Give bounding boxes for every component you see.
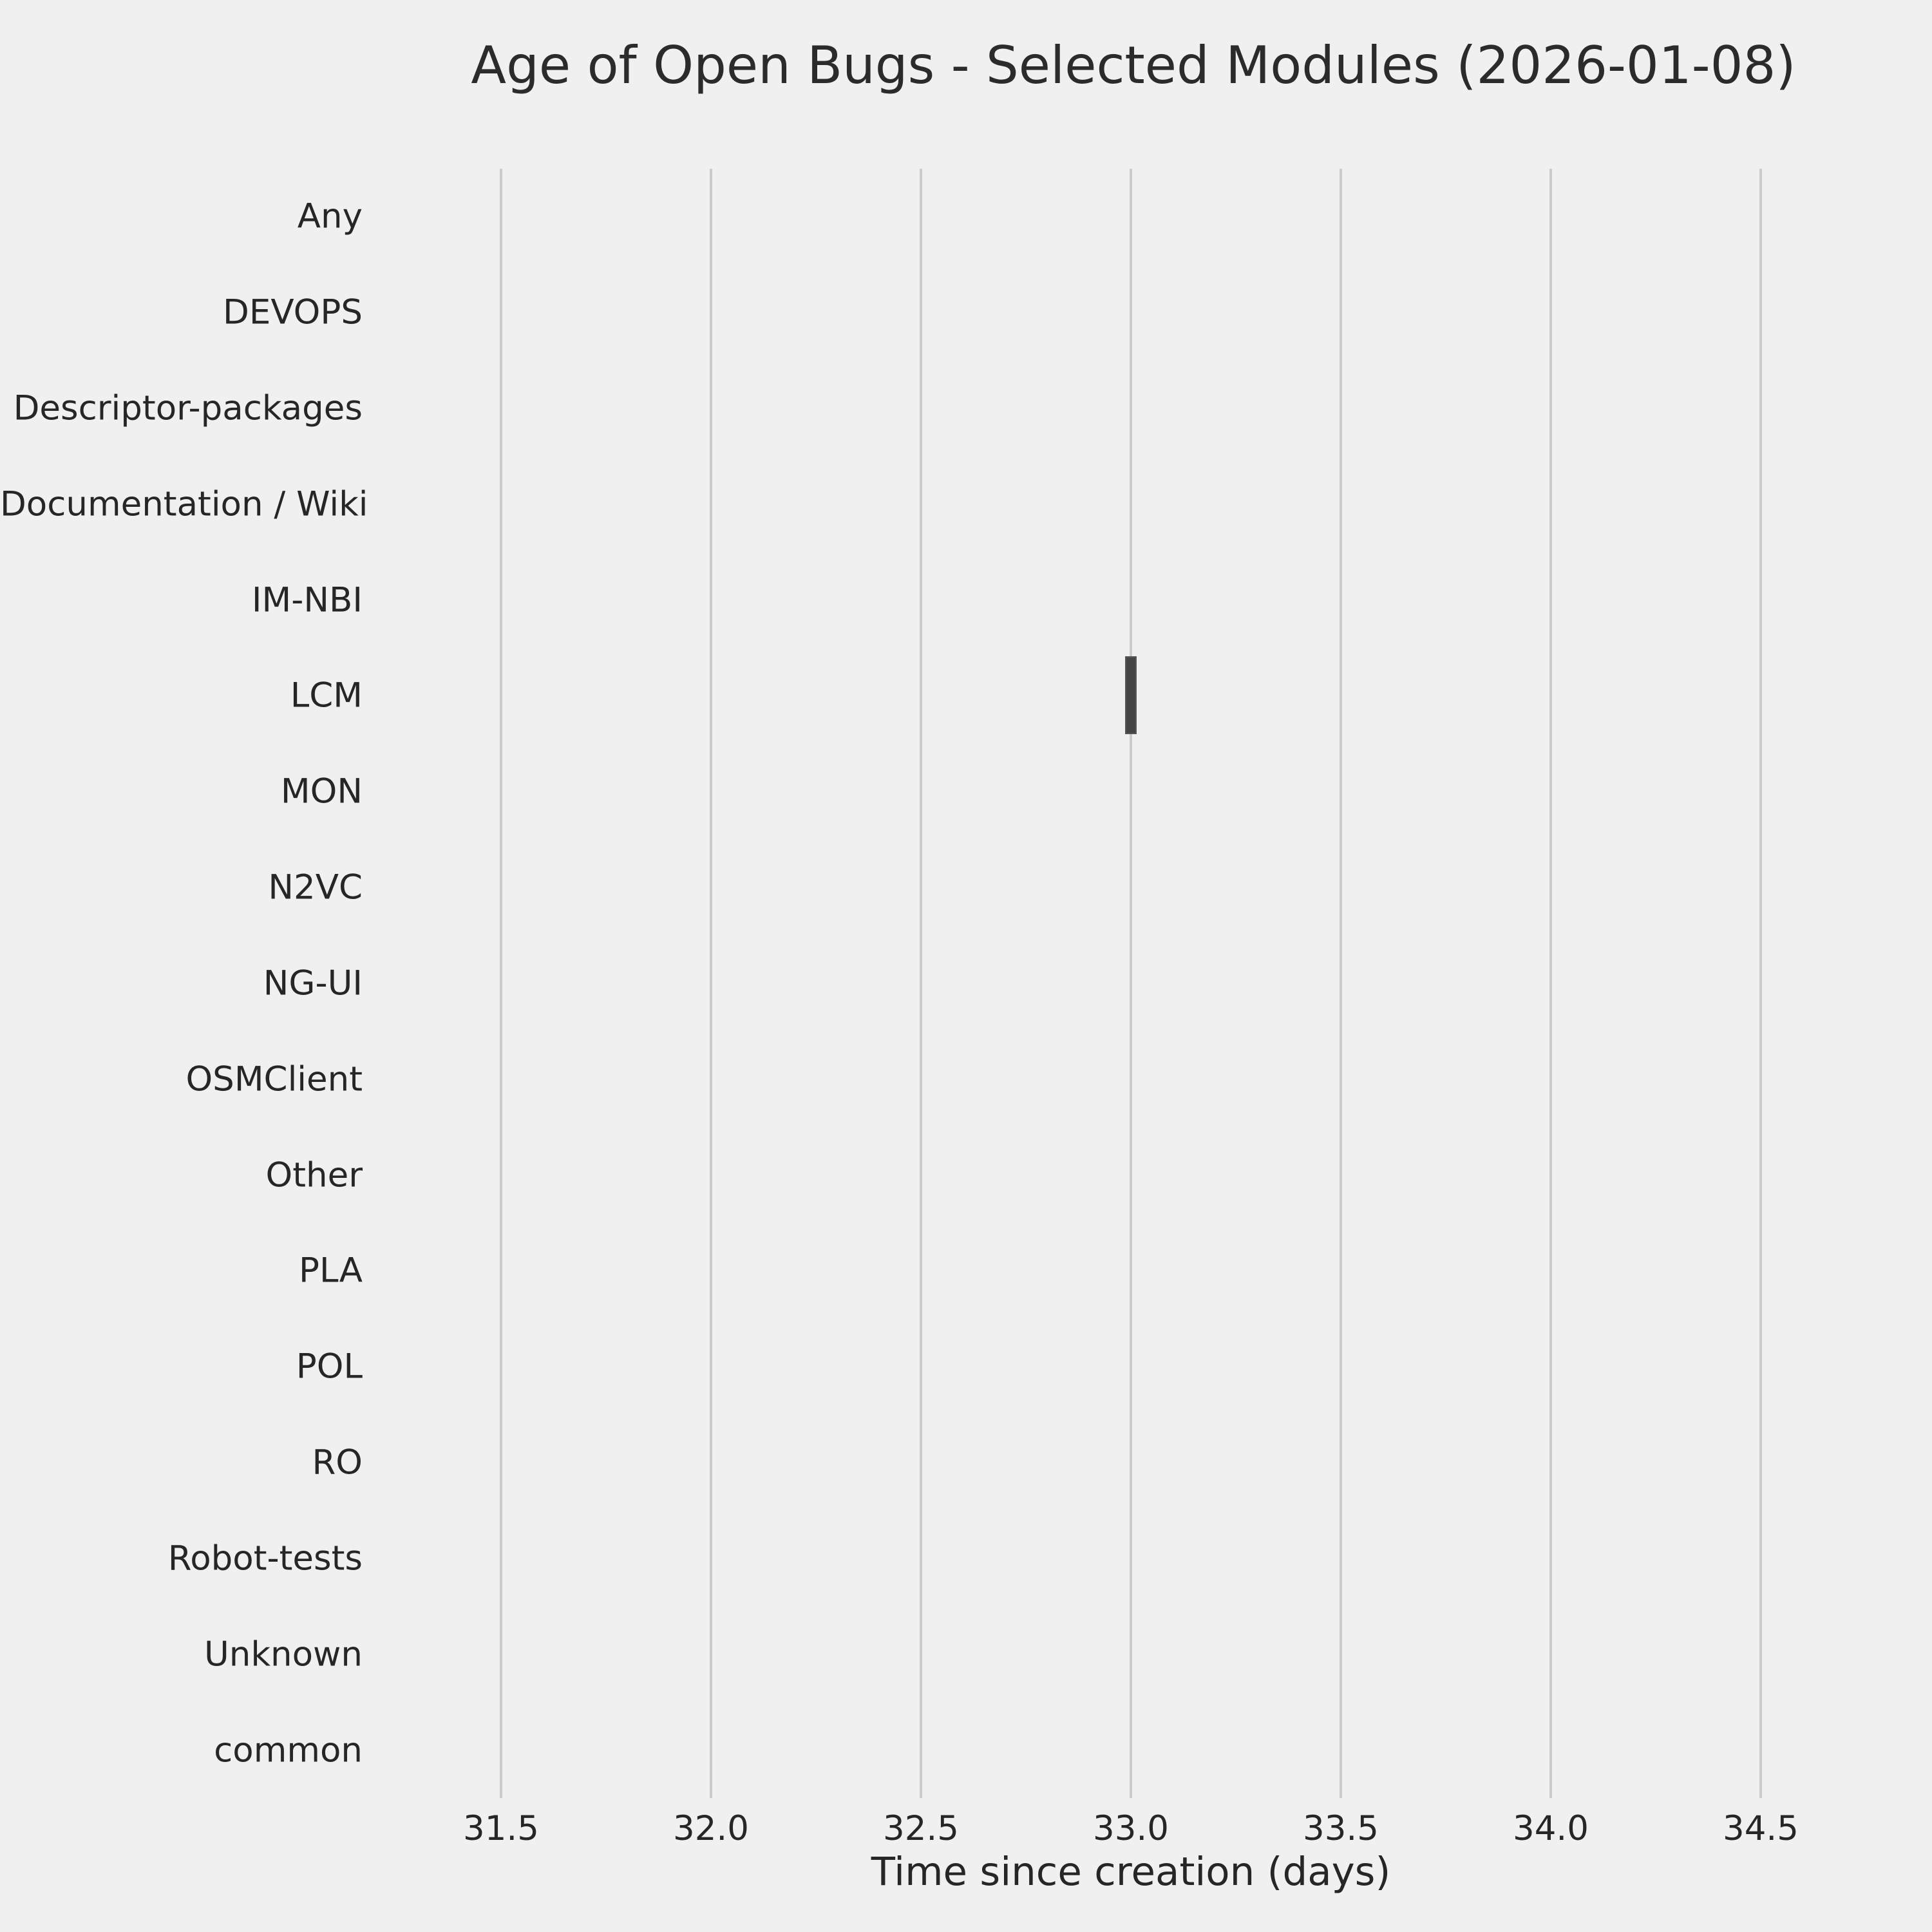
boxplot-box-lcm xyxy=(1125,656,1137,734)
gridline-33-0 xyxy=(1130,169,1132,1798)
chart-title: Age of Open Bugs - Selected Modules (202… xyxy=(471,35,1796,95)
y-tick-label-descriptor-packages: Descriptor-packages xyxy=(13,388,363,428)
y-tick-label-devops: DEVOPS xyxy=(223,292,363,332)
x-axis-label: Time since creation (days) xyxy=(871,1849,1391,1895)
gridline-32-5 xyxy=(920,169,922,1798)
gridline-34-5 xyxy=(1759,169,1762,1798)
x-tick-label-32-5: 32.5 xyxy=(882,1809,960,1848)
x-tick-label-33-0: 33.0 xyxy=(1092,1809,1170,1848)
y-tick-label-any: Any xyxy=(297,196,363,236)
y-tick-label-unknown: Unknown xyxy=(204,1634,363,1674)
y-tick-label-other: Other xyxy=(265,1155,363,1195)
y-tick-label-ro: RO xyxy=(312,1443,363,1482)
y-tick-label-documentation-wiki: Documentation / Wiki xyxy=(0,484,368,524)
x-tick-label-34-5: 34.5 xyxy=(1722,1809,1799,1848)
x-tick-label-31-5: 31.5 xyxy=(462,1809,540,1848)
y-tick-label-osmclient: OSMClient xyxy=(185,1059,363,1099)
gridline-34-0 xyxy=(1549,169,1552,1798)
gridline-31-5 xyxy=(500,169,502,1798)
x-tick-label-32-0: 32.0 xyxy=(672,1809,750,1848)
y-tick-label-robot-tests: Robot-tests xyxy=(167,1539,363,1578)
y-tick-label-im-nbi: IM-NBI xyxy=(251,580,363,620)
x-tick-label-33-5: 33.5 xyxy=(1302,1809,1379,1848)
y-tick-label-mon: MON xyxy=(280,772,363,811)
gridline-32-0 xyxy=(710,169,712,1798)
y-tick-label-pla: PLA xyxy=(299,1251,363,1291)
y-tick-label-ng-ui: NG-UI xyxy=(263,963,363,1003)
y-tick-label-pol: POL xyxy=(296,1347,363,1387)
x-tick-label-34-0: 34.0 xyxy=(1512,1809,1589,1848)
y-tick-label-common: common xyxy=(214,1730,363,1770)
y-tick-label-lcm: LCM xyxy=(290,676,363,715)
y-tick-label-n2vc: N2VC xyxy=(268,867,363,907)
gridline-33-5 xyxy=(1340,169,1342,1798)
